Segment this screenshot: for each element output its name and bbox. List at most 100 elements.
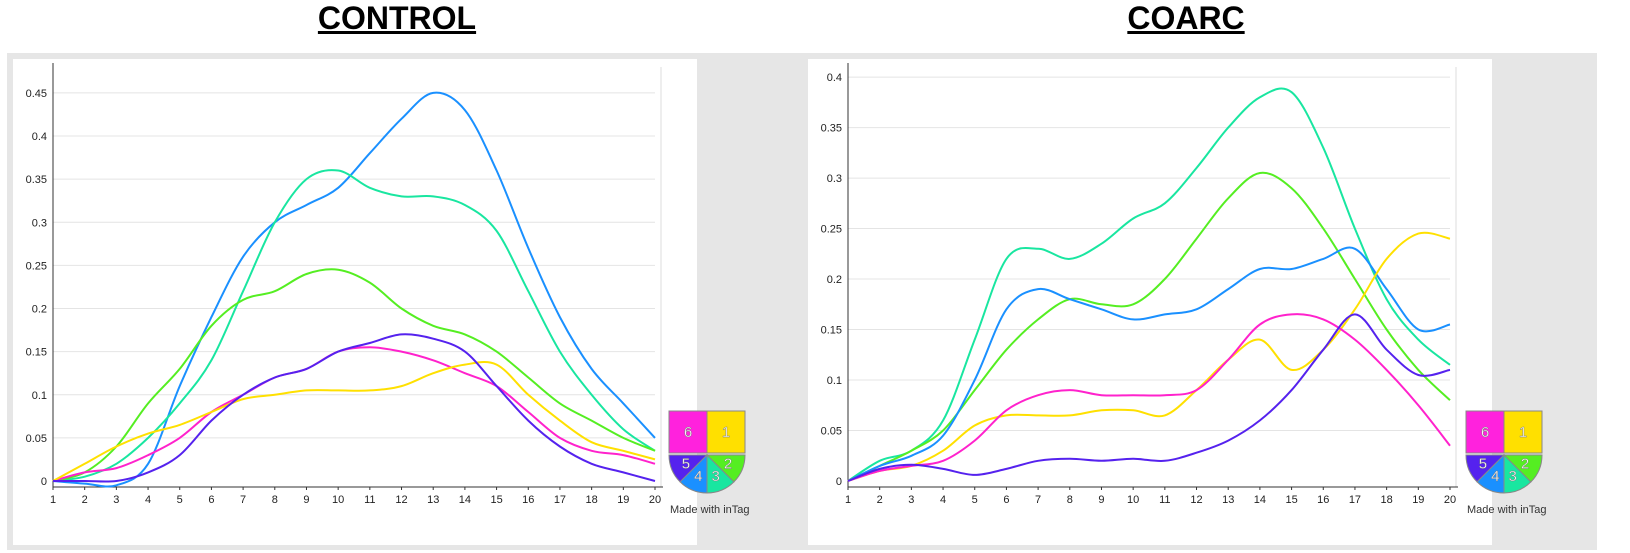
control-y-tick-label: 0 [41, 476, 47, 488]
control-x-tick-label: 8 [272, 494, 278, 506]
control-legend-label-6: 6 [684, 424, 692, 441]
control-legend-caption: Made with inTag [670, 504, 750, 516]
control-y-tick-label: 0.35 [26, 174, 47, 186]
control-x-tick-label: 16 [522, 494, 534, 506]
coarc-series-line-4 [847, 231, 1451, 482]
control-y-tick-label: 0.25 [26, 260, 47, 272]
control-y-tick-label: 0.4 [32, 131, 47, 143]
control-x-tick-label: 19 [617, 494, 629, 506]
coarc-series-line-1 [847, 87, 1451, 482]
control-x-tick-label: 14 [459, 494, 471, 506]
control-x-tick-label: 18 [586, 494, 598, 506]
coarc-legend-caption: Made with inTag [1467, 504, 1547, 516]
control-x-tick-label: 7 [240, 494, 246, 506]
control-series-line-6 [52, 333, 656, 483]
coarc-x-tick-label: 4 [940, 494, 946, 506]
control-x-tick-label: 9 [303, 494, 309, 506]
coarc-y-tick-label: 0.4 [827, 72, 842, 84]
control-x-tick-label: 11 [364, 494, 375, 506]
coarc-x-tick-label: 12 [1190, 494, 1202, 506]
coarc-x-tick-label: 7 [1035, 494, 1041, 506]
coarc-x-tick-label: 16 [1317, 494, 1329, 506]
control-x-tick-label: 2 [82, 494, 88, 506]
coarc-legend-label-2: 2 [1521, 456, 1529, 473]
coarc-series-line-6 [847, 313, 1451, 482]
coarc-x-tick-label: 15 [1285, 494, 1297, 506]
control-y-tick-label: 0.2 [32, 304, 47, 316]
control-x-tick-label: 17 [554, 494, 566, 506]
coarc-legend-label-4: 4 [1491, 468, 1499, 485]
control-series-line-3 [52, 268, 656, 482]
control-y-tick-label: 0.05 [26, 433, 47, 445]
control-title: CONTROL [317, 0, 477, 36]
coarc-y-tick-label: 0.1 [827, 375, 842, 387]
control-series-line-5 [52, 360, 656, 482]
control-y-tick-label: 0.45 [26, 88, 47, 100]
coarc-x-tick-label: 17 [1349, 494, 1361, 506]
control-x-tick-label: 10 [332, 494, 344, 506]
coarc-y-tick-label: 0.2 [827, 274, 842, 286]
control-panel: 0 0.05 0.1 0.15 0.2 0.25 0.3 0.35 0.4 0.45 1 2 3 4 5 6 7… [7, 53, 802, 550]
control-x-tick-label: 20 [649, 494, 661, 506]
coarc-y-tick-label: 0.25 [821, 224, 842, 236]
coarc-y-tick-label: 0.05 [821, 426, 842, 438]
coarc-legend-label-5: 5 [1479, 456, 1487, 473]
coarc-x-tick-label: 2 [877, 494, 883, 506]
control-chart: 00.050.10.150.20.250.30.350.40.451 2 3 4 5 6 7… [26, 63, 663, 506]
control-x-tick-label: 5 [177, 494, 183, 506]
control-x-tick-label: 12 [395, 494, 407, 506]
control-legend-swatch-6 [668, 410, 708, 454]
control-y-tick-label: 0.15 [26, 347, 47, 359]
coarc-x-tick-label: 13 [1222, 494, 1234, 506]
control-legend-label-2: 2 [724, 456, 732, 473]
control-legend-label-1: 1 [722, 424, 730, 441]
coarc-x-tick-label: 1 [845, 494, 851, 506]
coarc-x-tick-label: 19 [1412, 494, 1424, 506]
coarc-panel: 0 0.05 0.1 0.15 0.2 0.25 0.3 0.35 0.4 1 2 3 4 5 6 7 8 9 10… [802, 53, 1597, 550]
coarc-plot-area: 0 0.05 0.1 0.15 0.2 0.25 0.3 0.35 0.4 1 2 3 4 5 6 7 8 9 10… [808, 59, 1492, 545]
control-y-tick-label: 0.1 [32, 390, 47, 402]
coarc-legend-swatch-6 [1465, 410, 1505, 454]
control-y-tick-label: 0.3 [32, 217, 47, 229]
control-legend-label-4: 4 [694, 468, 702, 485]
control-series-line-1 [52, 91, 656, 488]
coarc-legend-label-6: 6 [1481, 424, 1489, 441]
coarc-title: COARC [1127, 0, 1245, 36]
control-legend-swatch-2 [705, 454, 746, 483]
coarc-y-tick-label: 0.35 [821, 123, 842, 135]
coarc-legend-swatch-1 [1503, 410, 1543, 454]
control-x-tick-label: 4 [145, 494, 151, 506]
coarc-legend-swatch-2 [1502, 454, 1543, 483]
control-x-tick-label: 3 [113, 494, 119, 506]
coarc-x-tick-label: 8 [1067, 494, 1073, 506]
coarc-chart: 00.050.10.150.20.250.30.350.41 2 3 4 5 6 7 8 9 10… [821, 63, 1458, 506]
coarc-x-tick-label: 9 [1098, 494, 1104, 506]
coarc-x-tick-label: 3 [908, 494, 914, 506]
coarc-legend-label-1: 1 [1519, 424, 1527, 441]
control-x-tick-label: 6 [208, 494, 214, 506]
coarc-legend-label-3: 3 [1509, 468, 1517, 485]
coarc-x-tick-label: 10 [1127, 494, 1139, 506]
coarc-x-tick-label: 6 [1003, 494, 1009, 506]
coarc-y-tick-label: 0.15 [821, 325, 842, 337]
coarc-y-tick-label: 0.3 [827, 173, 842, 185]
coarc-y-tick-label: 0 [836, 476, 842, 488]
control-series-line-4 [52, 346, 656, 482]
coarc-series-line-3 [847, 246, 1451, 482]
coarc-series-line-2 [847, 171, 1451, 482]
control-plot-area: 0 0.05 0.1 0.15 0.2 0.25 0.3 0.35 0.4 0.45 1 2 3 4 5 6 7… [13, 59, 697, 545]
control-legend-label-5: 5 [682, 456, 690, 473]
coarc-x-tick-label: 5 [972, 494, 978, 506]
control-legend-swatch-1 [706, 410, 746, 454]
coarc-x-tick-label: 14 [1254, 494, 1266, 506]
coarc-x-tick-label: 20 [1444, 494, 1456, 506]
control-x-tick-label: 1 [50, 494, 56, 506]
control-x-tick-label: 13 [427, 494, 439, 506]
coarc-x-tick-label: 18 [1381, 494, 1393, 506]
control-legend-label-3: 3 [712, 468, 720, 485]
coarc-x-tick-label: 11 [1159, 494, 1170, 506]
control-x-tick-label: 15 [490, 494, 502, 506]
coarc-series-line-5 [847, 313, 1451, 482]
